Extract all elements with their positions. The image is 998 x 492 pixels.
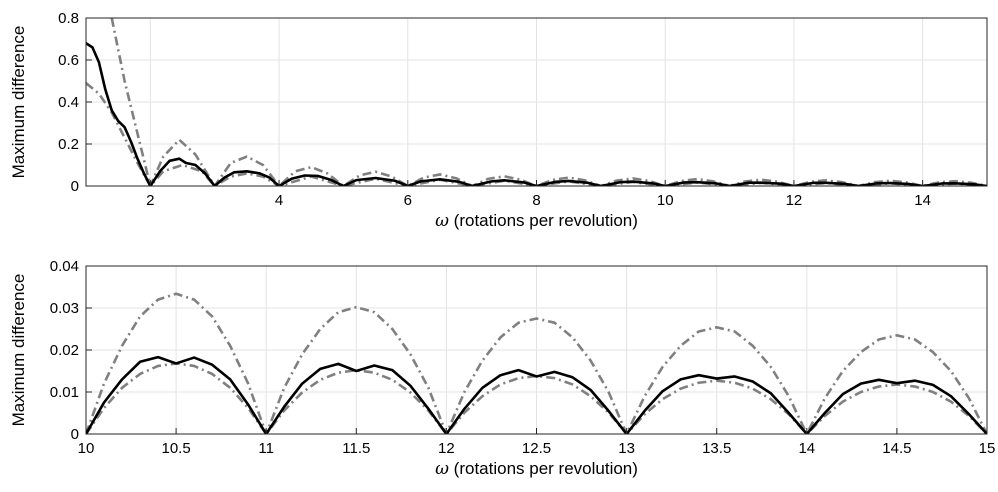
x-axis-label: ω (rotations per revolution): [435, 211, 638, 231]
y-tick-label: 0.02: [50, 342, 79, 359]
x-tick-label: 6: [404, 192, 412, 209]
y-tick-label: 0.2: [58, 136, 79, 153]
x-tick-label: 11.5: [342, 440, 370, 457]
x-tick-label: 15: [979, 440, 996, 457]
x-tick-label: 14: [798, 440, 815, 457]
x-axis-label: ω (rotations per revolution): [435, 459, 638, 479]
y-tick-label: 0.01: [50, 384, 79, 401]
x-tick-label: 2: [146, 192, 154, 209]
x-tick-label: 14: [914, 192, 931, 209]
y-axis-label: Maximum difference: [9, 26, 28, 179]
chart-panel-2: 10 10.5 11 11.5 12 12.5 13 13.5 14 14.5 15 0 0.01 0.0…: [9, 258, 995, 479]
series-line-2: [86, 292, 987, 434]
x-tick-label: 12.5: [522, 440, 551, 457]
x-tick-label: 11: [258, 440, 274, 457]
x-tick-label: 13.5: [702, 440, 731, 457]
x-tick-label: 10: [657, 192, 674, 209]
y-tick-label: 0.4: [58, 94, 79, 111]
x-tick-label: 8: [532, 192, 540, 209]
y-tick-label: 0.8: [58, 10, 79, 27]
y-tick-label: 0.03: [50, 300, 79, 317]
x-tick-label: 4: [275, 192, 283, 209]
x-axis-text: (rotations per revolution): [449, 459, 638, 478]
x-tick-label: 10.5: [161, 440, 190, 457]
x-tick-label: 10: [78, 440, 95, 457]
y-tick-label: 0: [71, 178, 79, 195]
y-axis-label: Maximum difference: [9, 274, 28, 427]
y-tick-label: 0.04: [50, 258, 79, 275]
x-axis-symbol: ω: [435, 211, 449, 231]
chart-panel-1: 2 4 6 8 10 12 14 0 0.2 0.4 0.6 0.8 Maximum differenc…: [9, 10, 988, 231]
y-tick-label: 0.6: [58, 52, 79, 69]
x-tick-label: 14.5: [882, 440, 911, 457]
y-tick-label: 0: [71, 426, 79, 443]
x-tick-label: 12: [786, 192, 803, 209]
series-line-1: [86, 355, 987, 434]
x-axis-symbol: ω: [435, 459, 449, 479]
series-line-1: [86, 42, 987, 186]
x-tick-label: 12: [438, 440, 455, 457]
x-tick-label: 13: [618, 440, 635, 457]
x-axis-text: (rotations per revolution): [449, 211, 638, 230]
